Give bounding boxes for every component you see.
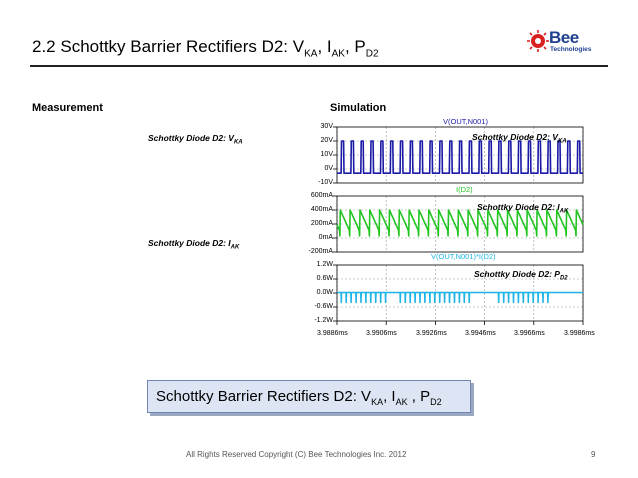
plot-label-vka: Schottky Diode D2: VKA	[472, 132, 567, 145]
logo-wordmark: Bee	[549, 28, 579, 47]
bee-technologies-logo: Bee Technologies	[527, 28, 611, 60]
trace-name-pd2: V(OUT,N001)*I(D2)	[431, 252, 496, 261]
measurement-label-iak: Schottky Diode D2: IAK	[148, 238, 240, 251]
summary-banner: Schottky Barrier Rectifiers D2: VKA, IAK…	[147, 380, 471, 413]
logo-subtitle: Technologies	[550, 46, 592, 53]
y-tick-label: 10V	[320, 151, 333, 158]
y-tick-label: -200mA	[308, 248, 333, 255]
plot-label-iak: Schottky Diode D2: IAK	[477, 202, 569, 215]
bee-logo-icon	[527, 30, 549, 52]
y-tick-label: 0.6W	[316, 275, 333, 282]
measurement-label-vka: Schottky Diode D2: VKA	[148, 133, 243, 146]
page-number: 9	[591, 450, 596, 459]
simulation-waveforms	[333, 126, 584, 325]
x-tick-label: 3.9946ms	[465, 330, 496, 337]
waveform-trace-pd2	[336, 291, 584, 304]
plot-label-pd2: Schottky Diode D2: PD2	[474, 269, 568, 282]
title-divider	[30, 65, 608, 67]
x-tick-label: 3.9986ms	[564, 330, 595, 337]
y-tick-label: -10V	[318, 179, 333, 186]
y-tick-label: 30V	[320, 123, 333, 130]
banner-text: Schottky Barrier Rectifiers D2: VKA, IAK…	[156, 388, 442, 407]
y-tick-label: -1.2W	[314, 317, 333, 324]
waveform-trace-iak	[336, 209, 584, 237]
trace-name-vka: V(OUT,N001)	[443, 117, 489, 126]
y-tick-label: 0.0W	[316, 289, 333, 296]
x-tick-label: 3.9966ms	[514, 330, 545, 337]
simulation-plot: V(OUT,N001) I(D2) V(OUT,N001)*I(D2) Scho…	[308, 116, 603, 348]
simulation-header: Simulation	[330, 102, 387, 114]
x-tick-label: 3.9906ms	[366, 330, 397, 337]
y-tick-label: 0V	[324, 165, 333, 172]
plot-frame	[336, 126, 584, 184]
x-tick-label: 3.9926ms	[416, 330, 447, 337]
y-tick-label: 400mA	[310, 206, 333, 213]
slide-title: 2.2 Schottky Barrier Rectifiers D2: VKA,…	[32, 37, 379, 60]
y-tick-label: 200mA	[310, 220, 333, 227]
trace-name-iak: I(D2)	[456, 185, 473, 194]
y-tick-label: 1.2W	[316, 261, 333, 268]
x-tick-label: 3.9886ms	[317, 330, 348, 337]
y-tick-label: 0mA	[318, 234, 333, 241]
measurement-header: Measurement	[32, 102, 103, 114]
y-tick-label: 20V	[320, 137, 333, 144]
waveform-trace-vka	[336, 140, 584, 175]
y-tick-label: -0.6W	[314, 303, 333, 310]
copyright-footer: All Rights Reserved Copyright (C) Bee Te…	[186, 450, 407, 459]
y-tick-label: 600mA	[310, 192, 333, 199]
